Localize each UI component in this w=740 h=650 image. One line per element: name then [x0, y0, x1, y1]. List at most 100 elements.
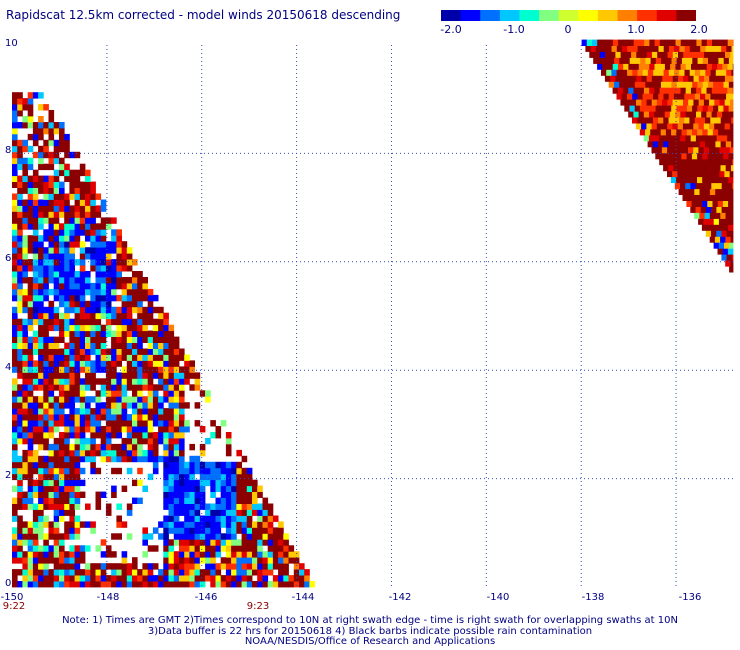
wind-cell: [126, 300, 133, 308]
wind-cell: [59, 253, 65, 260]
wind-cell: [32, 300, 39, 308]
wind-cell: [309, 581, 315, 588]
wind-cell: [64, 253, 70, 260]
wind-cell: [53, 533, 60, 540]
wind-cell: [304, 575, 310, 582]
wind-cell: [38, 151, 44, 159]
wind-cell: [48, 205, 55, 212]
wind-cell: [126, 467, 133, 475]
wind-cell: [48, 217, 55, 224]
wind-cell: [147, 455, 154, 463]
wind-cell: [79, 288, 86, 296]
wind-cell: [17, 348, 23, 355]
wind-cell: [152, 461, 159, 469]
wind-cell: [142, 360, 148, 367]
wind-cell: [713, 81, 719, 88]
wind-cell: [132, 354, 138, 361]
wind-cell: [105, 408, 112, 415]
wind-cell: [688, 123, 694, 130]
wind-cell: [43, 199, 49, 206]
wind-cell: [152, 384, 159, 391]
wind-cell: [64, 342, 70, 349]
wind-cell: [48, 175, 55, 182]
wind-cell: [137, 420, 143, 427]
wind-cell: [17, 211, 23, 218]
wind-cell: [672, 170, 678, 178]
wind-cell: [661, 57, 667, 64]
wind-cell: [220, 575, 227, 582]
wind-cell: [173, 402, 180, 409]
wind-cell: [69, 473, 75, 481]
wind-cell: [111, 402, 117, 409]
wind-cell: [38, 318, 44, 326]
wind-cell: [163, 497, 169, 504]
wind-cell: [53, 354, 60, 361]
wind-cell: [189, 461, 195, 469]
wind-cell: [69, 455, 75, 463]
wind-cell: [701, 224, 708, 231]
wind-cell: [17, 175, 23, 182]
wind-cell: [712, 39, 718, 46]
wind-cell: [12, 575, 18, 582]
wind-cell: [38, 336, 44, 343]
wind-cell: [702, 152, 708, 160]
wind-cell: [74, 318, 81, 326]
wind-cell: [722, 224, 729, 231]
wind-cell: [184, 420, 190, 427]
wind-cell: [194, 479, 201, 487]
wind-cell: [697, 129, 703, 136]
wind-cell: [681, 57, 688, 64]
wind-cell: [220, 467, 227, 475]
wind-cell: [85, 342, 91, 349]
wind-cell: [184, 539, 190, 546]
wind-cell: [718, 152, 724, 160]
wind-cell: [79, 384, 86, 391]
wind-cell: [278, 533, 284, 540]
wind-cell: [111, 372, 117, 379]
wind-cell: [85, 277, 91, 284]
wind-cell: [210, 491, 216, 498]
wind-cell: [132, 294, 138, 302]
wind-cell: [727, 158, 733, 166]
wind-cell: [64, 402, 70, 409]
wind-cell: [105, 288, 112, 296]
wind-cell: [184, 378, 190, 385]
wind-cell: [59, 384, 65, 391]
wind-cell: [724, 194, 730, 201]
wind-cell: [53, 473, 60, 481]
wind-cell: [90, 569, 96, 576]
wind-cell: [27, 443, 34, 451]
wind-cell: [173, 408, 180, 415]
wind-cell: [132, 306, 138, 314]
wind-cell: [43, 420, 49, 427]
wind-cell: [686, 176, 693, 184]
wind-cell: [53, 581, 60, 588]
wind-cell: [12, 360, 18, 367]
wind-cell: [698, 218, 704, 225]
wind-cell: [231, 563, 237, 570]
wind-cell: [241, 521, 248, 528]
wind-cell: [158, 533, 164, 540]
wind-cell: [246, 497, 253, 504]
colorbar-segment: [460, 10, 481, 21]
wind-cell: [653, 93, 659, 100]
wind-cell: [236, 545, 242, 552]
wind-cell: [38, 300, 44, 308]
wind-cell: [32, 139, 39, 147]
wind-cell: [173, 479, 180, 487]
wind-cell: [730, 99, 734, 106]
wind-cell: [635, 123, 642, 130]
colorbar-segment: [656, 10, 677, 21]
wind-cell: [168, 551, 175, 558]
wind-cell: [74, 521, 81, 528]
wind-cell: [137, 575, 143, 582]
wind-cell: [95, 223, 102, 230]
wind-cell: [32, 581, 39, 588]
wind-cell: [79, 479, 86, 487]
wind-cell: [241, 533, 248, 540]
wind-cell: [100, 426, 107, 433]
wind-cell: [100, 378, 107, 385]
wind-cell: [85, 420, 91, 427]
wind-cell: [205, 461, 211, 469]
wind-cell: [147, 443, 154, 451]
